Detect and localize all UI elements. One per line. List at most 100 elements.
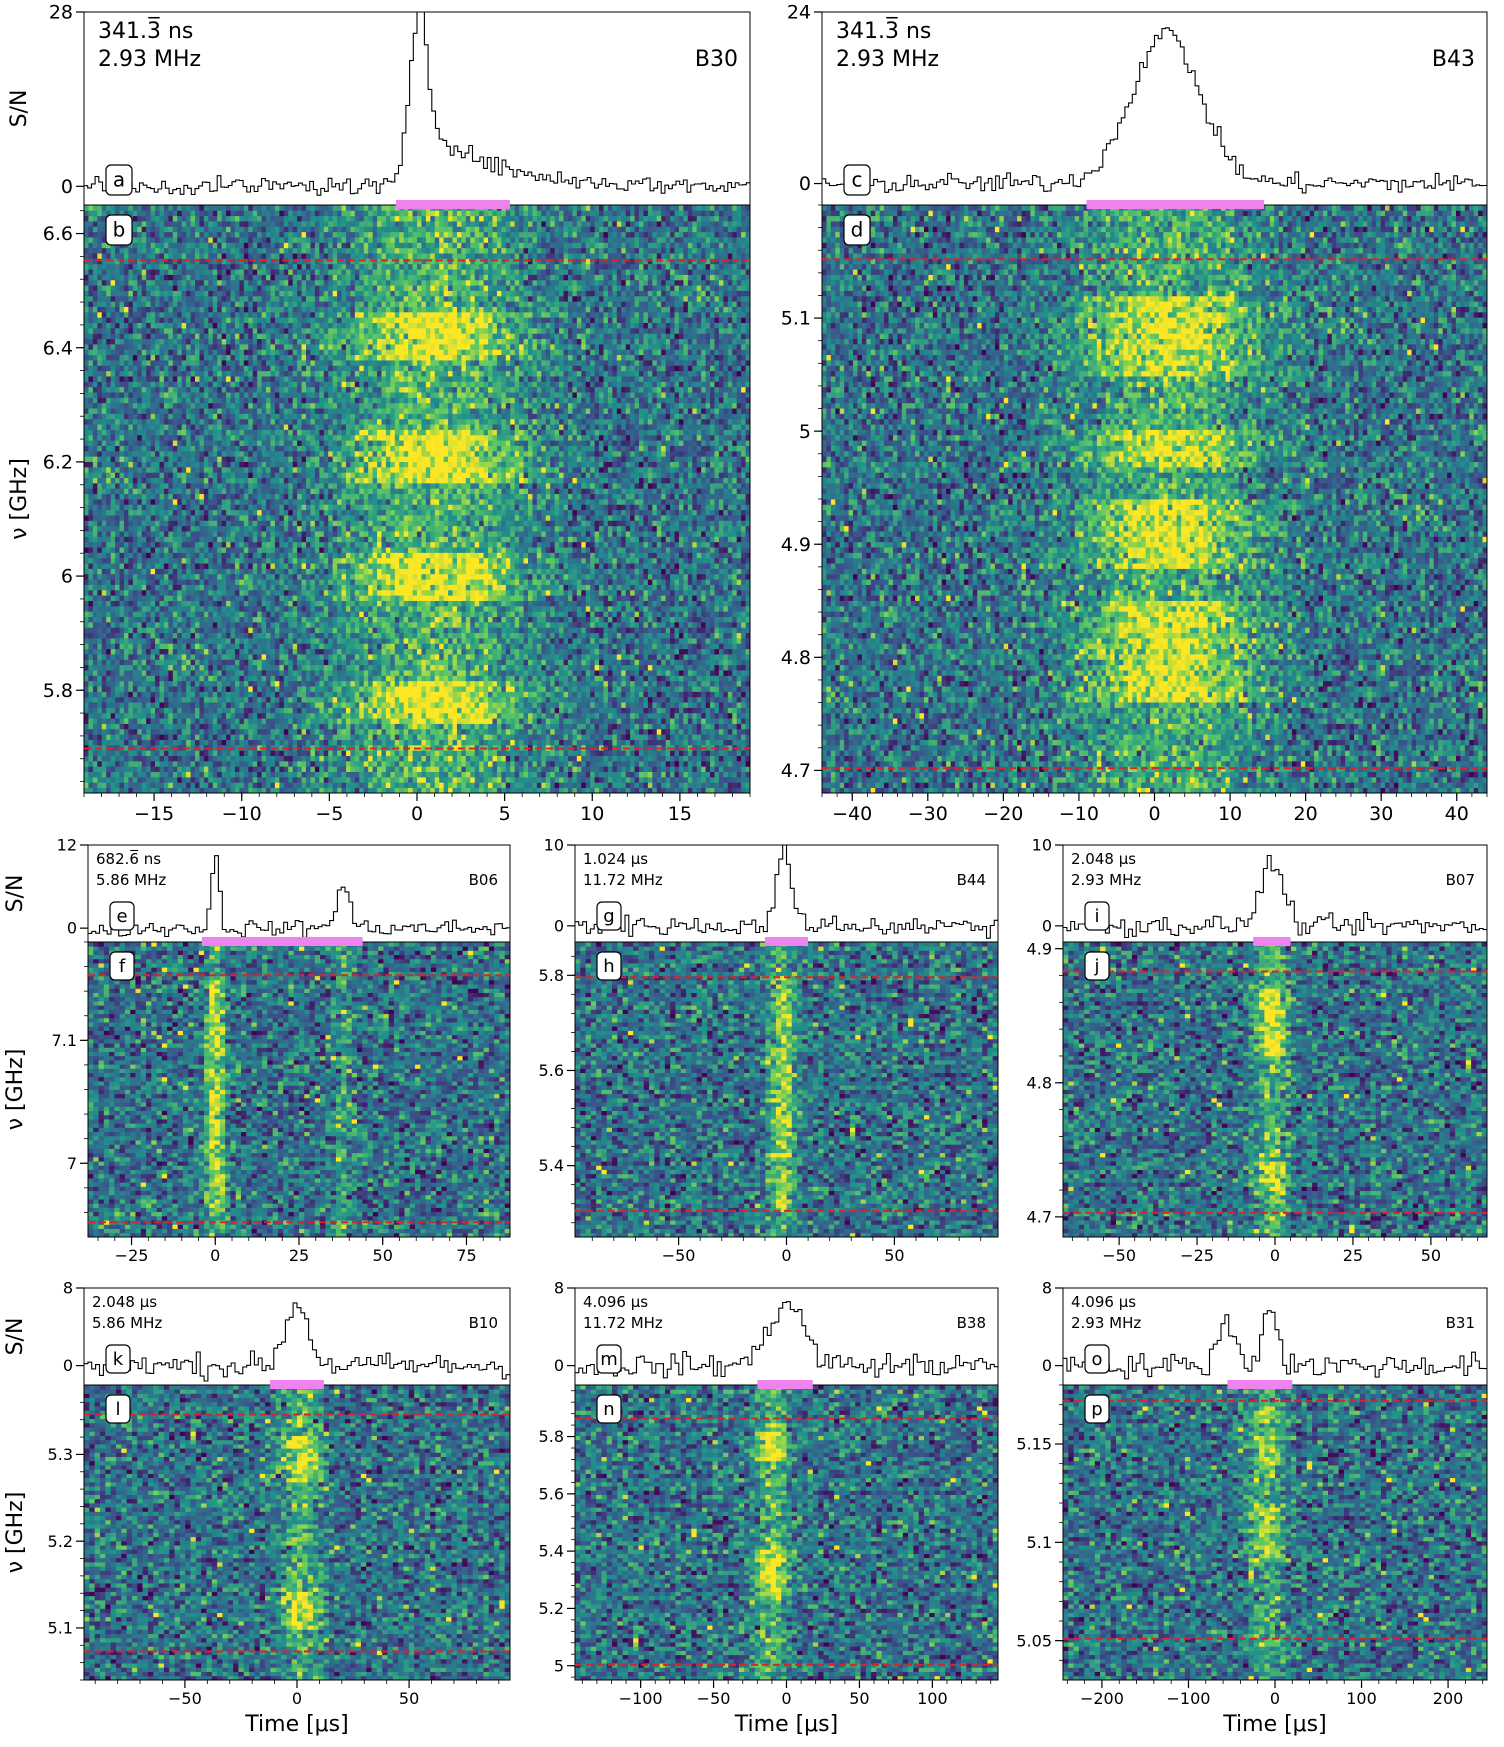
time-tick-label: −25 [115, 1246, 149, 1265]
time-tick-label: 15 [668, 803, 692, 825]
snr-tick-label: 12 [57, 836, 77, 855]
freq-tick-label: 5.2 [539, 1599, 564, 1618]
burst-id-label: B10 [469, 1314, 498, 1332]
panel-b30: 5.866.26.46.6−15 −10 −5 0 5 10 15ν [GHz]028S/N… [7, 2, 750, 825]
freq-tick-label: 4.7 [781, 760, 811, 782]
snr-tick-label: 8 [1042, 1279, 1052, 1298]
time-tick-label: 25 [289, 1246, 309, 1265]
time-tick-label: 5 [499, 803, 511, 825]
snr-tick-label: 0 [554, 1356, 564, 1375]
freq-tick-label: 5.8 [539, 1427, 564, 1446]
burst-extent-bar [1253, 937, 1290, 946]
freq-tick-label: 5.05 [1016, 1631, 1052, 1650]
panel-letter-profile: e [116, 906, 127, 927]
panel-letter-dynspec: n [603, 1399, 614, 1420]
burst-extent-bar [270, 1380, 324, 1389]
freq-tick-label: 5.4 [539, 1156, 564, 1175]
burst-extent-bar [396, 200, 510, 209]
burst-id-label: B07 [1446, 871, 1475, 889]
time-tick-label: 20 [1294, 803, 1318, 825]
time-tick-label: 0 [781, 1246, 791, 1265]
snr-tick-label: 8 [63, 1279, 73, 1298]
freq-resolution-label: 2.93 MHz [1071, 871, 1141, 889]
freq-tick-label: 6.6 [43, 223, 73, 245]
snr-tick-label: 0 [63, 1356, 73, 1375]
panel-letter-dynspec: f [119, 956, 126, 977]
snr-tick-label: 0 [61, 176, 73, 198]
snr-tick-label: 8 [554, 1279, 564, 1298]
freq-resolution-label: 5.86 MHz [92, 1314, 162, 1332]
dynamic-spectrum [84, 1385, 510, 1680]
panel-letter-profile: a [113, 168, 125, 192]
time-tick-label: 0 [411, 803, 423, 825]
burst-extent-bar [1086, 200, 1264, 209]
time-axis-label: Time [μs] [244, 1712, 348, 1737]
time-tick-label: 100 [1346, 1689, 1377, 1708]
panel-letter-dynspec: j [1093, 956, 1099, 977]
freq-resolution-label: 2.93 MHz [98, 47, 201, 72]
time-tick-label: −50 [697, 1689, 731, 1708]
time-tick-label: −30 [908, 803, 948, 825]
time-tick-label: −50 [662, 1246, 696, 1265]
time-resolution-label: 4.096 μs [583, 1293, 648, 1311]
freq-tick-label: 5.1 [48, 1619, 73, 1638]
time-tick-label: −100 [619, 1689, 663, 1708]
freq-tick-label: 5 [799, 421, 811, 443]
time-tick-label: 0 [1148, 803, 1160, 825]
time-tick-label: 50 [849, 1689, 869, 1708]
burst-id-label: B44 [957, 871, 986, 889]
freq-tick-label: 5.4 [539, 1542, 564, 1561]
time-tick-label: −50 [1102, 1246, 1136, 1265]
snr-axis-label: S/N [3, 1318, 28, 1356]
snr-tick-label: 0 [799, 173, 811, 195]
time-resolution-label: 341.3̅ ns [98, 17, 193, 44]
freq-tick-label: 4.7 [1027, 1207, 1052, 1226]
burst-id-label: B31 [1446, 1314, 1475, 1332]
time-resolution-label: 2.048 μs [92, 1293, 157, 1311]
time-tick-label: 0 [781, 1689, 791, 1708]
freq-tick-label: 5.6 [539, 1484, 564, 1503]
time-tick-label: −20 [983, 803, 1023, 825]
burst-id-label: B30 [695, 47, 738, 72]
time-tick-label: 25 [1343, 1246, 1363, 1265]
time-resolution-label: 1.024 μs [583, 850, 648, 868]
freq-axis-label: ν [GHz] [3, 1049, 28, 1131]
freq-resolution-label: 2.93 MHz [1071, 1314, 1141, 1332]
panel-letter-dynspec: d [851, 218, 864, 242]
snr-axis-label: S/N [7, 90, 32, 128]
freq-tick-label: 5.1 [781, 308, 811, 330]
time-tick-label: 0 [1270, 1689, 1280, 1708]
dynamic-spectrum [575, 942, 998, 1237]
freq-tick-label: 7 [67, 1154, 77, 1173]
snr-tick-label: 10 [544, 836, 564, 855]
freq-resolution-label: 2.93 MHz [836, 47, 939, 72]
time-resolution-label: 341.3̅ ns [836, 17, 931, 44]
freq-tick-label: 5.1 [1027, 1533, 1052, 1552]
panel-letter-dynspec: h [603, 956, 614, 977]
time-resolution-label: 682.6̅ ns [96, 849, 161, 868]
burst-extent-bar [1227, 1380, 1292, 1389]
panel-letter-dynspec: l [115, 1399, 120, 1420]
burst-extent-bar [202, 937, 363, 946]
snr-tick-label: 0 [1042, 916, 1052, 935]
time-tick-label: 0 [210, 1246, 220, 1265]
dynamic-spectrum [1063, 1385, 1487, 1680]
snr-axis-label: S/N [3, 875, 28, 913]
time-tick-label: −40 [832, 803, 872, 825]
time-tick-label: 0 [1270, 1246, 1280, 1265]
snr-tick-label: 28 [49, 2, 73, 24]
time-tick-label: 40 [1445, 803, 1469, 825]
time-tick-label: 50 [399, 1689, 419, 1708]
panel-letter-profile: o [1091, 1349, 1102, 1370]
time-tick-label: 75 [456, 1246, 476, 1265]
freq-tick-label: 5.2 [48, 1532, 73, 1551]
panel-b10: 5.15.25.3−50 0 50ν [GHz]Time [μs]08S/N2.04… [3, 1279, 510, 1737]
time-tick-label: −10 [1059, 803, 1099, 825]
panel-b43: 4.74.84.955.1−40 −30 −20 −10 0 10 20 30 40024341… [781, 2, 1488, 825]
